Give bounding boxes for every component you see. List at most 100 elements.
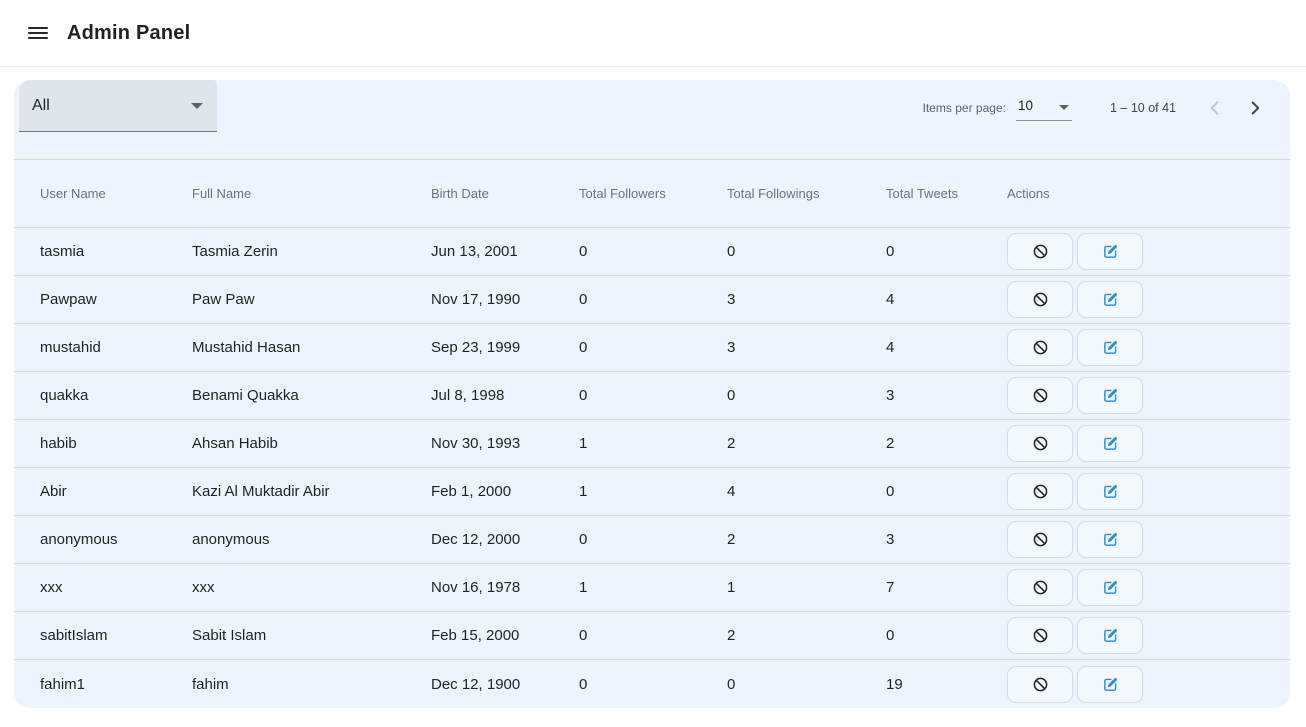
block-user-button[interactable] — [1007, 521, 1073, 558]
column-header-actions: Actions — [1007, 186, 1050, 201]
edit-user-button[interactable] — [1077, 425, 1143, 462]
block-user-button[interactable] — [1007, 377, 1073, 414]
cell-total-tweets: 7 — [886, 579, 895, 596]
column-header-user-name: User Name — [40, 186, 106, 201]
cell-birth-date: Jul 8, 1998 — [431, 387, 505, 404]
cell-actions — [1007, 281, 1264, 318]
table-body: tasmia Tasmia Zerin Jun 13, 2001 0 0 0 P… — [14, 228, 1290, 708]
cell-birth-date: Feb 1, 2000 — [431, 483, 512, 500]
cell-total-followings: 0 — [727, 387, 736, 404]
edit-user-button[interactable] — [1077, 569, 1143, 606]
table-row: habib Ahsan Habib Nov 30, 1993 1 2 2 — [14, 420, 1290, 468]
items-per-page-select[interactable]: 10 — [1015, 95, 1072, 121]
cell-total-tweets: 4 — [886, 339, 895, 356]
table-toolbar: All Items per page: 10 1 – 10 of 41 — [14, 80, 1290, 160]
edit-icon — [1103, 485, 1117, 498]
top-app-bar: Admin Panel — [0, 0, 1306, 67]
cell-birth-date: Dec 12, 2000 — [431, 531, 521, 548]
edit-user-button[interactable] — [1077, 281, 1143, 318]
cell-full-name: Mustahid Hasan — [192, 339, 301, 356]
ban-icon — [1033, 628, 1047, 643]
items-per-page-label: Items per page: — [922, 101, 1006, 115]
edit-icon — [1103, 629, 1117, 642]
cell-total-followers: 0 — [579, 291, 588, 308]
column-header-full-name: Full Name — [192, 186, 252, 201]
chevron-down-icon — [191, 103, 203, 109]
cell-total-tweets: 0 — [886, 627, 895, 644]
cell-total-followers: 0 — [579, 627, 588, 644]
cell-user-name: xxx — [40, 579, 63, 596]
cell-full-name: Paw Paw — [192, 291, 255, 308]
cell-user-name: mustahid — [40, 339, 101, 356]
ban-icon — [1033, 532, 1047, 547]
block-user-button[interactable] — [1007, 473, 1073, 510]
table-row: anonymous anonymous Dec 12, 2000 0 2 3 — [14, 516, 1290, 564]
cell-total-tweets: 2 — [886, 435, 895, 452]
cell-total-followers: 1 — [579, 483, 588, 500]
edit-icon — [1103, 581, 1117, 594]
table-row: Pawpaw Paw Paw Nov 17, 1990 0 3 4 — [14, 276, 1290, 324]
column-header-total-tweets: Total Tweets — [886, 186, 959, 201]
block-user-button[interactable] — [1007, 281, 1073, 318]
cell-user-name: habib — [40, 435, 77, 452]
edit-user-button[interactable] — [1077, 617, 1143, 654]
table-row: fahim1 fahim Dec 12, 1900 0 0 19 — [14, 660, 1290, 708]
edit-user-button[interactable] — [1077, 329, 1143, 366]
table-row: quakka Benami Quakka Jul 8, 1998 0 0 3 — [14, 372, 1290, 420]
cell-actions — [1007, 569, 1264, 606]
block-user-button[interactable] — [1007, 233, 1073, 270]
chevron-left-icon — [1210, 101, 1219, 115]
edit-user-button[interactable] — [1077, 377, 1143, 414]
previous-page-button[interactable] — [1202, 95, 1228, 121]
cell-full-name: Ahsan Habib — [192, 435, 278, 452]
edit-user-button[interactable] — [1077, 233, 1143, 270]
filter-selected-value: All — [32, 96, 50, 114]
cell-birth-date: Sep 23, 1999 — [431, 339, 521, 356]
cell-total-followers: 0 — [579, 339, 588, 356]
next-page-button[interactable] — [1242, 95, 1268, 121]
cell-total-tweets: 0 — [886, 483, 895, 500]
block-user-button[interactable] — [1007, 665, 1073, 703]
block-user-button[interactable] — [1007, 569, 1073, 606]
cell-actions — [1007, 377, 1264, 414]
cell-total-followers: 0 — [579, 531, 588, 548]
block-user-button[interactable] — [1007, 329, 1073, 366]
ban-icon — [1033, 484, 1047, 499]
filter-select[interactable]: All — [19, 80, 217, 132]
chevron-right-icon — [1251, 101, 1260, 115]
table-row: tasmia Tasmia Zerin Jun 13, 2001 0 0 0 — [14, 228, 1290, 276]
cell-total-followings: 2 — [727, 627, 736, 644]
table-header-row: User Name Full Name Birth Date Total Follow… — [14, 160, 1290, 228]
edit-user-button[interactable] — [1077, 473, 1143, 510]
column-header-total-followers: Total Followers — [579, 186, 666, 201]
edit-user-button[interactable] — [1077, 665, 1143, 703]
table-row: xxx xxx Nov 16, 1978 1 1 7 — [14, 564, 1290, 612]
cell-birth-date: Nov 16, 1978 — [431, 579, 521, 596]
ban-icon — [1033, 436, 1047, 451]
cell-total-tweets: 4 — [886, 291, 895, 308]
cell-full-name: fahim — [192, 675, 229, 693]
cell-total-tweets: 3 — [886, 531, 895, 548]
cell-total-followers: 0 — [579, 243, 588, 260]
cell-total-followings: 0 — [727, 675, 736, 693]
ban-icon — [1033, 677, 1047, 691]
cell-total-followings: 1 — [727, 579, 736, 596]
cell-full-name: Sabit Islam — [192, 627, 267, 644]
cell-full-name: anonymous — [192, 531, 270, 548]
column-header-birth-date: Birth Date — [431, 186, 489, 201]
cell-total-followers: 0 — [579, 387, 588, 404]
cell-user-name: fahim1 — [40, 675, 86, 693]
edit-user-button[interactable] — [1077, 521, 1143, 558]
cell-birth-date: Feb 15, 2000 — [431, 627, 520, 644]
block-user-button[interactable] — [1007, 617, 1073, 654]
edit-icon — [1103, 533, 1117, 546]
edit-icon — [1103, 245, 1117, 258]
chevron-down-icon — [1058, 105, 1069, 110]
cell-user-name: sabitIslam — [40, 627, 108, 644]
cell-total-followings: 4 — [727, 483, 736, 500]
block-user-button[interactable] — [1007, 425, 1073, 462]
menu-icon[interactable] — [28, 26, 48, 40]
cell-full-name: xxx — [192, 579, 215, 596]
cell-user-name: Abir — [40, 483, 67, 500]
cell-actions — [1007, 233, 1264, 270]
